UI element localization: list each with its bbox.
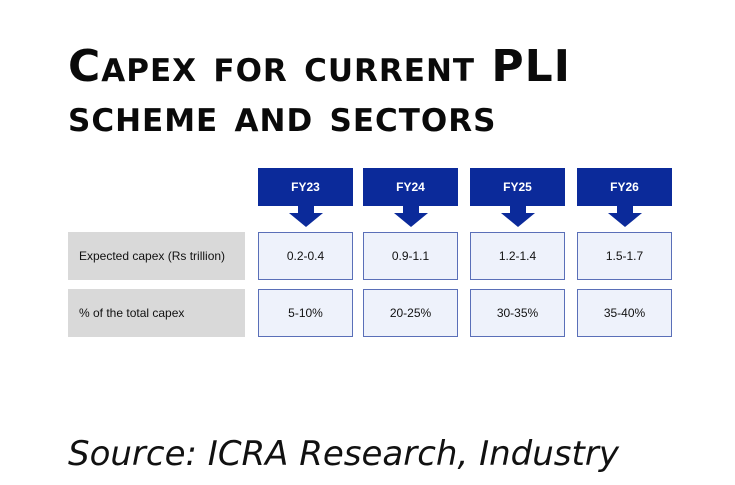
source-note: Source: ICRA Research, Industry bbox=[68, 434, 619, 474]
title-line-2: scheme and sectors bbox=[68, 91, 497, 142]
table-cell: 1.5-1.7 bbox=[577, 232, 672, 280]
column-header-fy26: FY26 bbox=[577, 168, 672, 206]
table-cell: 35-40% bbox=[577, 289, 672, 337]
column-header-fy24: FY24 bbox=[363, 168, 458, 206]
column-header-fy23: FY23 bbox=[258, 168, 353, 206]
column-header-fy25: FY25 bbox=[470, 168, 565, 206]
table-cell: 1.2-1.4 bbox=[470, 232, 565, 280]
page-title: Capex for current PLI scheme and sectors bbox=[68, 42, 708, 142]
title-line-1: Capex for current PLI bbox=[68, 41, 572, 92]
table-cell: 0.9-1.1 bbox=[363, 232, 458, 280]
row-label: Expected capex (Rs trillion) bbox=[68, 232, 245, 280]
table-cell: 0.2-0.4 bbox=[258, 232, 353, 280]
row-label: % of the total capex bbox=[68, 289, 245, 337]
table-cell: 20-25% bbox=[363, 289, 458, 337]
table-cell: 5-10% bbox=[258, 289, 353, 337]
table-cell: 30-35% bbox=[470, 289, 565, 337]
